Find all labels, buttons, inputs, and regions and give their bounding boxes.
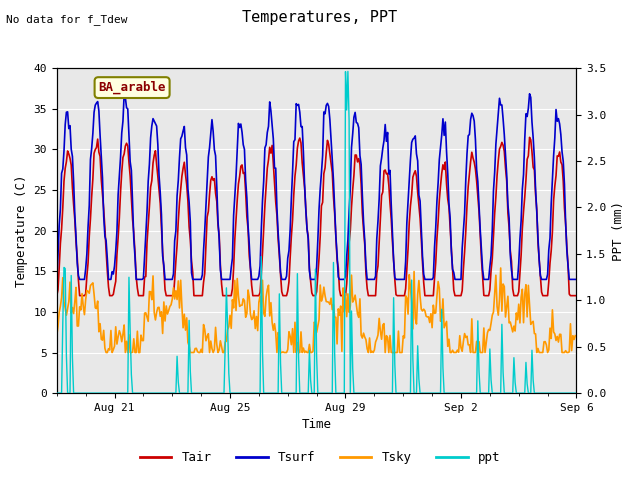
- Text: BA_arable: BA_arable: [99, 81, 166, 94]
- Text: No data for f_Tdew: No data for f_Tdew: [6, 14, 128, 25]
- Y-axis label: PPT (mm): PPT (mm): [612, 201, 625, 261]
- Legend: Tair, Tsurf, Tsky, ppt: Tair, Tsurf, Tsky, ppt: [135, 446, 505, 469]
- X-axis label: Time: Time: [301, 419, 332, 432]
- Text: Temperatures, PPT: Temperatures, PPT: [243, 10, 397, 24]
- Y-axis label: Temperature (C): Temperature (C): [15, 174, 28, 287]
